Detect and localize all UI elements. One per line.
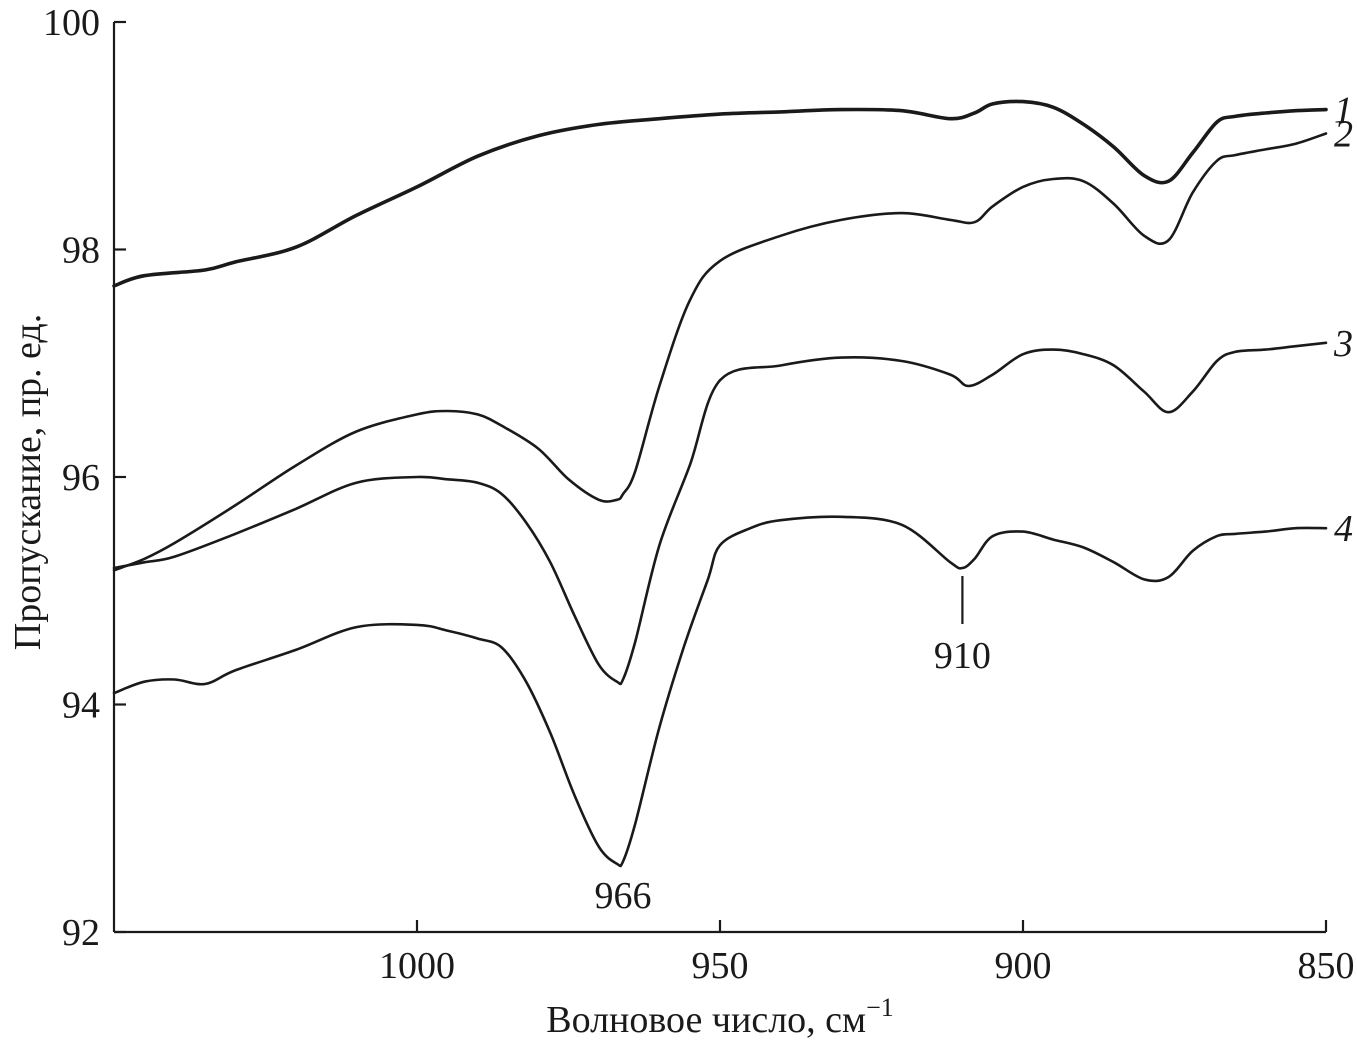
x-axis-title-superscript: −1 xyxy=(866,993,894,1022)
x-tick-label: 950 xyxy=(692,945,749,987)
x-axis-ticks: 1000 950 900 850 xyxy=(379,920,1355,987)
y-tick-label: 96 xyxy=(62,457,100,499)
x-tick-label: 850 xyxy=(1298,945,1355,987)
x-axis-title-text: Волновое число, см xyxy=(546,999,866,1041)
peak-label-910: 910 xyxy=(934,635,991,677)
x-tick-label: 900 xyxy=(995,945,1052,987)
y-tick-label: 92 xyxy=(62,912,100,954)
series-1-line xyxy=(112,99,1328,288)
y-axis-title: Пропускание, пр. ед. xyxy=(7,314,49,650)
series-1-label: 1 xyxy=(1334,90,1353,132)
y-tick-label: 100 xyxy=(43,2,100,44)
y-tick-label: 94 xyxy=(62,685,100,727)
series-labels: 12 3 4 xyxy=(1333,90,1353,551)
series-lines xyxy=(112,99,1328,868)
y-tick-label: 98 xyxy=(62,230,100,272)
series-3-line xyxy=(112,341,1328,686)
x-axis-title: Волновое число, см−1 xyxy=(546,993,894,1041)
y-axis-ticks: 92 94 96 98 100 xyxy=(43,2,126,954)
series-4-label: 4 xyxy=(1334,508,1353,550)
plot-area: 92 94 96 98 100 1000 950 900 850 12 3 4 966 910 xyxy=(43,2,1355,987)
series-2-line xyxy=(112,132,1328,572)
peak-label-966: 966 xyxy=(595,875,652,917)
series-4-line xyxy=(112,515,1328,868)
series-2-label: 2 xyxy=(1334,113,1353,155)
series-3-label: 3 xyxy=(1333,323,1353,365)
x-tick-label: 1000 xyxy=(379,945,455,987)
peak-annotations: 966 910 xyxy=(595,576,991,917)
